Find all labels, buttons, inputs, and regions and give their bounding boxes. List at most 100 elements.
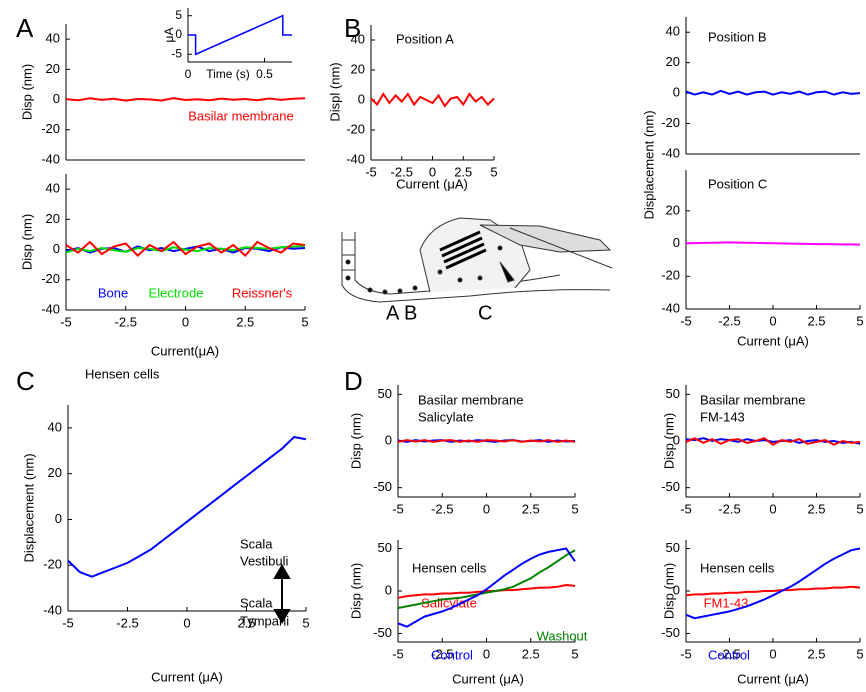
legend-label: Bone [98,285,128,300]
x-tick-label: -5 [680,646,692,661]
y-tick-label: -40 [346,151,365,166]
chart: -40 -20 0 20 40 -5 -2.5 0 2.5 5 Disp (nm) Current(μ… [19,174,309,358]
x-tick-label: 5 [301,314,308,329]
panel-letter: B [344,13,361,43]
y-tick-label: 20 [48,465,62,480]
x-tick-label: 0 [483,501,490,516]
y-axis-label: Disp (nm) [19,64,34,120]
x-tick-label: -2.5 [391,164,413,179]
y-tick-label: -50 [373,479,392,494]
x-tick-label: 2.5 [522,646,540,661]
y-axis-label: Displacement (nm) [21,453,36,562]
legend-label: Control [431,647,473,662]
x-tick-label: 0.5 [256,67,273,81]
y-tick-label: -50 [373,625,392,640]
data-line [685,437,861,446]
y-tick-label: -50 [661,479,680,494]
y-tick-label: 0 [385,582,392,597]
x-tick-label: -2.5 [431,646,453,661]
y-tick-label: 50 [666,540,680,555]
chart: -50 0 50 -5 -2.5 0 2.5 5 Disp (nm) Current (μA) He… [348,540,587,687]
y-tick-label: 0 [673,432,680,447]
legend-label: Basilar membrane [188,108,294,123]
y-axis-label: Disp (nm) [19,214,34,270]
y-tick-label: 40 [351,31,365,46]
x-tick-label: -2.5 [431,501,453,516]
x-axis-label: Current (μA) [151,669,223,684]
data-line [397,583,576,599]
x-tick-label: -2.5 [116,615,138,630]
x-axis-label: Current (μA) [737,671,809,686]
panel-title: Hensen cells [412,560,487,575]
panel-title: Hensen cells [85,366,160,381]
data-line [67,435,307,578]
panel-title: Basilar membrane [418,392,524,407]
x-axis-label: Current (μA) [396,176,468,191]
x-tick-label: 0 [769,501,776,516]
chart: -50 0 50 -5 -2.5 0 2.5 5 Disp (nm) Basilar membra… [661,385,864,516]
x-tick-label: 2.5 [522,501,540,516]
x-tick-label: 2.5 [454,164,472,179]
panel-title: Position B [708,29,767,44]
data-line [685,547,861,620]
annotation: Vestibuli [240,553,289,568]
x-axis-label: Time (s) [206,67,250,81]
scala-arrow [273,564,291,624]
x-tick-label: 0 [182,314,189,329]
y-tick-label: 20 [46,211,60,226]
y-tick-label: 0 [53,241,60,256]
panel-title: Hensen cells [700,560,775,575]
panel-letter: C [16,366,35,396]
x-tick-label: 5 [856,313,863,328]
y-tick-label: 50 [378,386,392,401]
y-axis-label: Disp (nm) [661,563,676,619]
y-tick-label: 0 [53,91,60,106]
x-tick-label: -5 [62,615,74,630]
x-tick-label: 0 [769,646,776,661]
y-axis-label: Disp (nm) [348,413,363,469]
data-line [397,549,576,609]
x-tick-label: 5 [490,164,497,179]
y-tick-label: -40 [41,301,60,316]
y-tick-label: 40 [48,419,62,434]
y-tick-label: 0 [385,432,392,447]
chart: -50 0 50 -5 -2.5 0 2.5 5 Disp (nm) Basilar membra… [348,385,579,516]
y-tick-label: -40 [661,145,680,160]
y-tick-label: -20 [346,121,365,136]
y-tick-label: 0 [673,582,680,597]
x-tick-label: 0 [769,313,776,328]
x-tick-label: 2.5 [807,313,825,328]
y-tick-label: -40 [43,602,62,617]
x-tick-label: -5 [392,646,404,661]
chart: -50 0 50 -5 -2.5 0 2.5 5 Disp (nm) Current (μA) He… [661,540,863,687]
y-axis-label: Disp (nm) [661,413,676,469]
x-tick-label: -2.5 [718,501,740,516]
y-axis-label: Displ (nm) [327,62,342,121]
panel-title: Basilar membrane [700,392,806,407]
x-tick-label: 2.5 [807,646,825,661]
y-tick-label: -50 [661,625,680,640]
y-tick-label: -5 [171,46,182,60]
annotation: Tympani [240,613,289,628]
legend-label: Control [708,647,750,662]
y-tick-label: 5 [175,8,182,22]
diagram-label: C [478,302,492,324]
x-tick-label: 2.5 [236,314,254,329]
y-tick-label: 50 [666,386,680,401]
y-tick-label: 0 [55,511,62,526]
cochlea-diagram [341,217,613,303]
y-tick-label: 0 [673,85,680,100]
x-axis-label: Current (μA) [452,671,524,686]
diagram-label: B [404,302,417,324]
y-axis-label: μA [162,28,176,43]
y-tick-label: -40 [661,300,680,315]
x-tick-label: -5 [365,164,377,179]
legend-label: FM1-43 [704,595,749,610]
panel-title: Position C [708,176,767,191]
chart: -40 -20 0 20 -5 -2.5 0 2.5 5 Current (μA) Position… [661,170,864,348]
y-tick-label: 20 [46,61,60,76]
x-tick-label: 0 [183,615,190,630]
